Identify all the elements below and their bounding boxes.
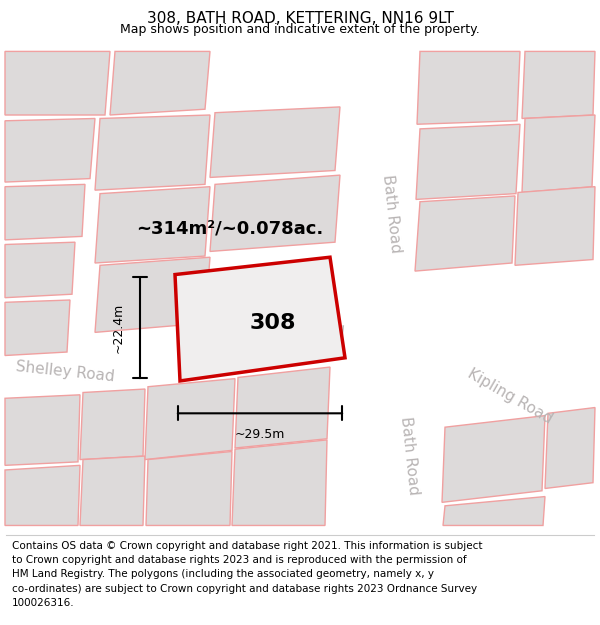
Text: ~29.5m: ~29.5m [235, 428, 285, 441]
Text: Shelley Road: Shelley Road [15, 359, 115, 384]
Polygon shape [0, 315, 600, 387]
Polygon shape [80, 389, 145, 459]
Polygon shape [545, 408, 595, 489]
Polygon shape [95, 115, 210, 190]
Polygon shape [5, 119, 95, 182]
Polygon shape [145, 379, 235, 459]
Text: Shelley Road: Shelley Road [245, 315, 345, 341]
Polygon shape [5, 242, 75, 298]
Polygon shape [418, 381, 600, 531]
Polygon shape [5, 395, 80, 466]
Polygon shape [522, 51, 595, 119]
Text: 308: 308 [249, 313, 296, 333]
Polygon shape [416, 124, 520, 199]
Text: ~22.4m: ~22.4m [112, 302, 125, 353]
Polygon shape [358, 46, 428, 531]
Text: 308, BATH ROAD, KETTERING, NN16 9LT: 308, BATH ROAD, KETTERING, NN16 9LT [146, 11, 454, 26]
Polygon shape [80, 456, 145, 526]
Polygon shape [443, 496, 545, 526]
Polygon shape [235, 367, 330, 448]
Polygon shape [5, 184, 85, 240]
Polygon shape [210, 107, 340, 178]
Polygon shape [5, 51, 110, 115]
Polygon shape [5, 466, 80, 526]
Polygon shape [110, 51, 210, 115]
Polygon shape [365, 392, 435, 531]
Polygon shape [95, 187, 210, 263]
Polygon shape [175, 258, 345, 381]
Polygon shape [417, 51, 520, 124]
Text: Kipling Road: Kipling Road [465, 366, 555, 426]
Polygon shape [95, 258, 210, 332]
Polygon shape [515, 187, 595, 265]
Polygon shape [232, 440, 327, 526]
Text: Bath Road: Bath Road [380, 173, 404, 253]
Polygon shape [210, 175, 340, 251]
Polygon shape [522, 115, 595, 192]
Polygon shape [415, 196, 515, 271]
Text: Map shows position and indicative extent of the property.: Map shows position and indicative extent… [120, 22, 480, 36]
Polygon shape [442, 416, 545, 502]
Text: ~314m²/~0.078ac.: ~314m²/~0.078ac. [136, 219, 323, 238]
Polygon shape [146, 451, 232, 526]
Text: Contains OS data © Crown copyright and database right 2021. This information is : Contains OS data © Crown copyright and d… [12, 541, 482, 608]
Polygon shape [5, 300, 70, 356]
Text: Bath Road: Bath Road [398, 416, 422, 496]
